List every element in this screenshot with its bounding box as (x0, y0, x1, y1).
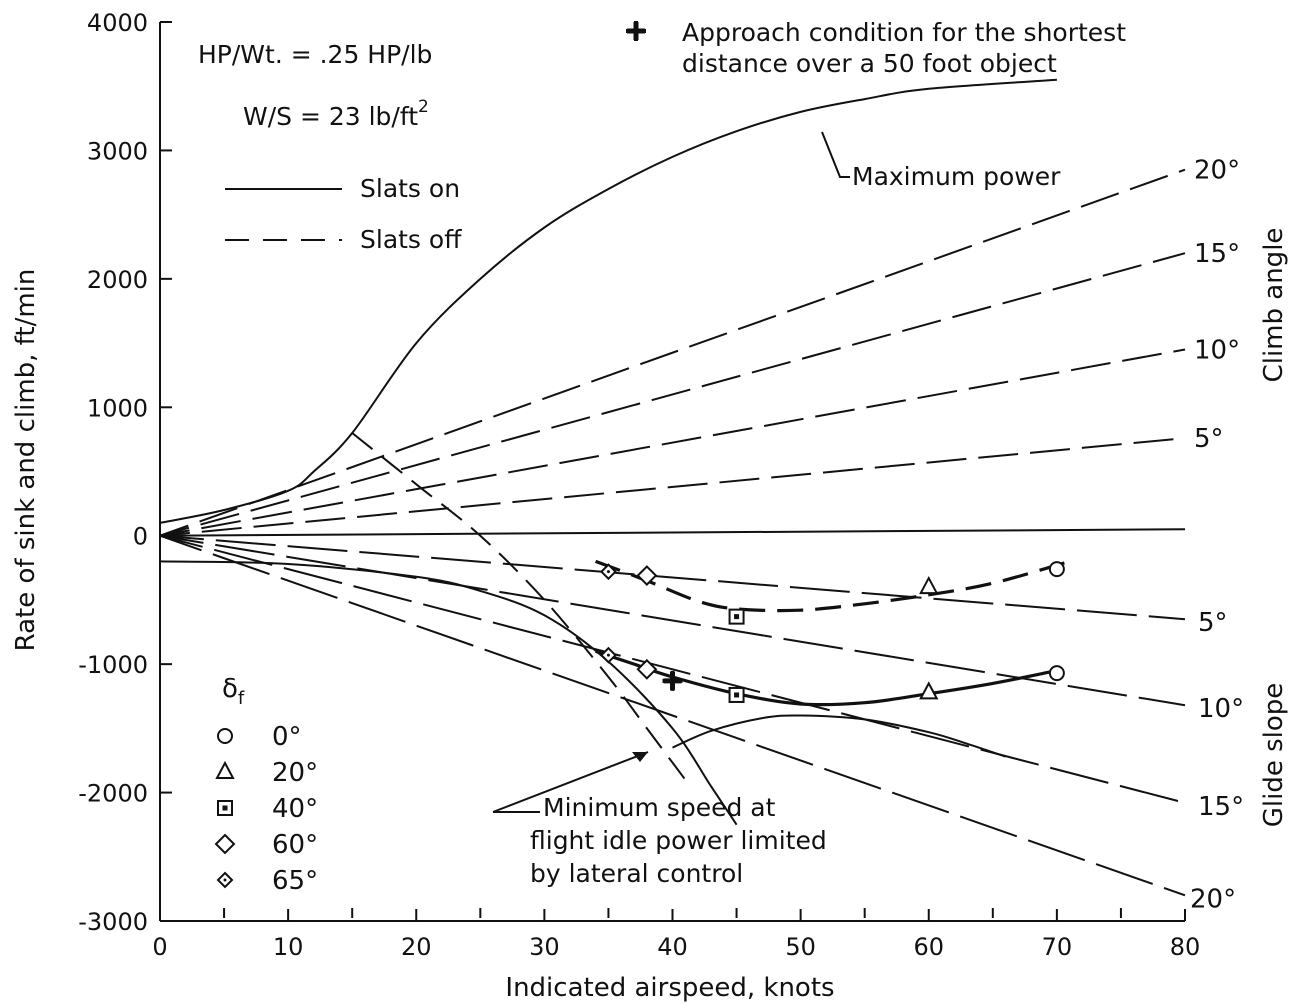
approach-star-icon (626, 21, 646, 41)
x-tick-label: 60 (913, 933, 944, 961)
y-tick-label: 2000 (87, 266, 148, 294)
approach-note-line1: Approach condition for the shortest (682, 18, 1126, 47)
slats-on-triangle-marker (919, 681, 939, 700)
slats-off-diamond-marker (636, 565, 658, 586)
min-speed-annotation: Minimum speed at flight idle power limit… (492, 751, 827, 888)
power-loading-note: HP/Wt. = .25 HP/lb (198, 40, 432, 69)
max-power-annotation: Maximum power (821, 131, 1061, 191)
curve-slats-on-2 (159, 560, 738, 826)
flap-subscript: f (238, 688, 245, 709)
approach-marker-cross (663, 671, 682, 690)
slats-on-circle-marker (1048, 665, 1065, 682)
flap-legend-label: 40° (272, 794, 318, 824)
y-tick-label: 1000 (87, 394, 148, 422)
max-power-label: Maximum power (852, 162, 1061, 191)
flap-legend-diamond-marker (214, 833, 236, 855)
slats-on-diamond-marker (636, 658, 658, 680)
climb-angle-line-20 (159, 168, 1186, 537)
flap-symbol: δ (222, 674, 238, 704)
level-flight-line (159, 528, 1186, 537)
y-tick-label: 0 (133, 523, 148, 551)
approach-legend: Approach condition for the shortest dist… (626, 18, 1126, 78)
flap-legend-diamond-small-marker-dot (223, 878, 227, 882)
min-speed-leader-upper (492, 751, 649, 813)
flap-legend-circle-marker (217, 728, 233, 744)
glide-slope-line-10 (159, 534, 1186, 707)
slats-on-diamond-small-marker-dot (606, 653, 610, 657)
min-speed-line1: Minimum speed at (543, 793, 776, 822)
legend: Slats on Slats off (225, 174, 462, 254)
slats-off-circle-marker (1048, 561, 1065, 578)
climb-angle-line-10 (159, 348, 1186, 537)
y-axis-label: Rate of sink and climb, ft/min (11, 269, 41, 652)
y-tick-label: -3000 (78, 908, 148, 936)
y-tick-label: -2000 (78, 780, 148, 808)
glide-slope-line-20 (159, 534, 1186, 897)
climb-angle-label-20: 20° (1194, 156, 1240, 186)
slats-on-square-marker-core (734, 692, 740, 698)
glide-slope-label-5: 5° (1198, 608, 1228, 638)
glide-slope-label-20: 20° (1190, 884, 1236, 914)
curve-maximum-power-0 (159, 78, 1057, 524)
max-power-leader (821, 131, 850, 178)
flap-legend-label: 20° (272, 758, 318, 788)
flap-legend-title: δf (222, 674, 245, 709)
approach-note-line2: distance over a 50 foot object (682, 49, 1057, 78)
y-tick-label: 4000 (87, 9, 148, 37)
x-tick-label: 30 (529, 933, 560, 961)
angle-reference-lines (159, 168, 1186, 897)
slats-off-diamond-small-marker-dot (606, 570, 610, 574)
y-tick-label: -1000 (78, 651, 148, 679)
min-speed-line2: flight idle power limited (530, 826, 827, 855)
glide-slope-line-15 (159, 534, 1186, 804)
climb-angle-label-10: 10° (1194, 335, 1240, 365)
data-markers (600, 561, 1065, 703)
legend-slats-on-label: Slats on (360, 174, 460, 203)
x-axis-label: Indicated airspeed, knots (505, 973, 834, 1003)
slats-off-square-marker-core (734, 614, 740, 620)
flap-legend-rows: 0° 20° 40° 60° 65° (214, 722, 318, 896)
climb-angle-line-15 (159, 252, 1186, 537)
tick-labels: 0 10 20 30 40 50 60 70 80 -3000 -2000 -1000 0 1000 200… (78, 9, 1200, 961)
wing-loading-exponent: 2 (418, 97, 429, 117)
x-tick-label: 40 (657, 933, 688, 961)
approach-condition-marker (662, 670, 683, 691)
flap-legend-square-marker-core (222, 805, 228, 811)
x-tick-label: 20 (401, 933, 432, 961)
min-speed-arrowhead (632, 752, 648, 762)
curve-slats-off-1 (351, 432, 687, 781)
x-tick-label: 70 (1042, 933, 1073, 961)
x-tick-label: 0 (152, 933, 167, 961)
x-tick-label: 80 (1170, 933, 1201, 961)
glide-slope-label-15: 15° (1198, 792, 1244, 822)
flap-legend-triangle-marker (215, 760, 235, 779)
glide-slope-title: Glide slope (1259, 683, 1289, 828)
angle-labels: 20° 15° 10° 5° 5° 10° 15° 20° (1190, 156, 1244, 915)
curve-slats-on-3 (672, 714, 1006, 758)
curve-slats-on-5 (595, 649, 1058, 707)
wing-loading-note: W/S = 23 lb/ft2 (243, 97, 429, 131)
climb-angle-line-5 (159, 437, 1186, 537)
flap-legend-label: 60° (272, 830, 318, 860)
glide-slope-label-10: 10° (1198, 694, 1244, 724)
flap-legend: δf 0° 20° 40° 60° 65° (214, 674, 318, 896)
climb-angle-title: Climb angle (1259, 228, 1289, 383)
glide-slope-line-5 (159, 534, 1186, 621)
wing-loading-text: W/S = 23 lb/ft (243, 102, 418, 131)
x-tick-label: 10 (273, 933, 304, 961)
curve-slats-off-4 (595, 559, 1071, 613)
legend-slats-off-label: Slats off (360, 225, 462, 254)
climb-angle-label-15: 15° (1194, 239, 1240, 269)
climb-angle-label-5: 5° (1194, 424, 1224, 454)
x-tick-label: 50 (785, 933, 816, 961)
flap-legend-label: 0° (272, 722, 302, 752)
min-speed-line3: by lateral control (530, 859, 743, 888)
y-tick-label: 3000 (87, 137, 148, 165)
slats-off-triangle-marker (919, 575, 939, 595)
flap-legend-label: 65° (272, 866, 318, 896)
